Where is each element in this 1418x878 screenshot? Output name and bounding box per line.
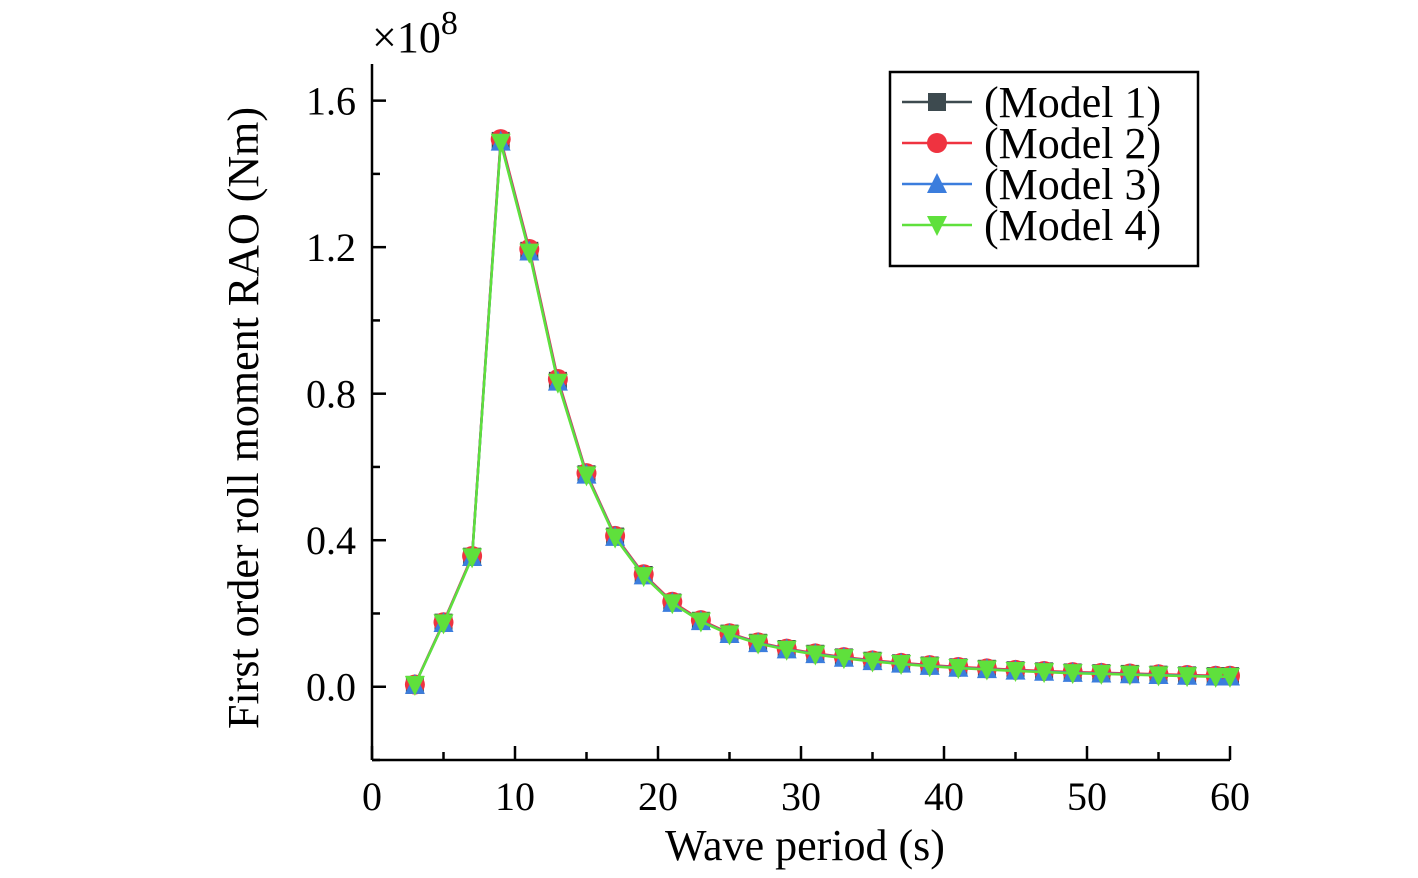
data-point [833,649,854,670]
legend-marker [927,216,947,236]
series-layer [404,129,1240,696]
x-tick-label: 50 [1067,774,1107,819]
data-point [1205,667,1226,688]
data-point [404,675,425,696]
legend: (Model 1)(Model 2)(Model 3)(Model 4) [888,70,1200,268]
data-point [462,548,483,569]
legend-label: (Model 3) [984,160,1161,209]
data-point [862,652,883,673]
legend-marker [927,133,947,153]
data-point [605,528,626,549]
data-point [748,634,769,655]
data-point [519,243,540,264]
x-tick-label: 30 [781,774,821,819]
y-tick-label: 0.4 [306,518,356,563]
data-point [633,567,654,588]
legend-label: (Model 4) [984,201,1161,250]
x-axis-title: Wave period (s) [665,821,945,870]
series-4 [404,133,1240,696]
legend-item: (Model 2) [902,119,1161,168]
data-point [1034,663,1055,684]
data-point [805,645,826,666]
data-point [490,133,511,154]
legend-marker [927,173,947,193]
y-tick-label: 1.6 [306,79,356,124]
legend-marker [928,93,946,111]
data-point [948,659,969,680]
data-point [1091,664,1112,685]
data-point [576,466,597,487]
x-tick-label: 10 [495,774,535,819]
data-point [1148,666,1169,687]
y-tick-label: 0.0 [306,665,356,710]
data-point [433,614,454,635]
x-tick-label: 0 [362,774,382,819]
data-point [1062,664,1083,685]
data-point [1005,661,1026,682]
legend-label: (Model 2) [984,119,1161,168]
legend-label: (Model 1) [984,78,1161,127]
y-multiplier-base: ×10 [372,13,441,62]
legend-item: (Model 3) [902,160,1161,209]
data-point [662,594,683,615]
data-point [1177,667,1198,688]
legend-item: (Model 1) [902,78,1161,127]
data-point [1220,667,1240,688]
data-point [919,657,940,678]
x-tick-label: 20 [638,774,678,819]
x-tick-label: 60 [1210,774,1250,819]
axes-layer: 0 10 20 30 40 50 60 0.0 0.4 0.8 1.2 1.6 [306,64,1250,819]
data-point [547,373,568,394]
y-multiplier: ×108 [372,5,458,62]
legend-item: (Model 4) [902,201,1161,250]
labels-layer: Wave period (s) First order roll moment … [219,5,945,870]
data-point [719,625,740,646]
y-tick-label: 1.2 [306,225,356,270]
data-point [976,660,997,681]
y-multiplier-exponent: 8 [441,5,458,42]
data-point [1119,665,1140,686]
data-point [776,640,797,661]
x-tick-label: 40 [924,774,964,819]
data-point [891,655,912,676]
y-axis-title: First order roll moment RAO (Nm) [219,107,268,729]
data-point [690,612,711,633]
y-tick-label: 0.8 [306,372,356,417]
